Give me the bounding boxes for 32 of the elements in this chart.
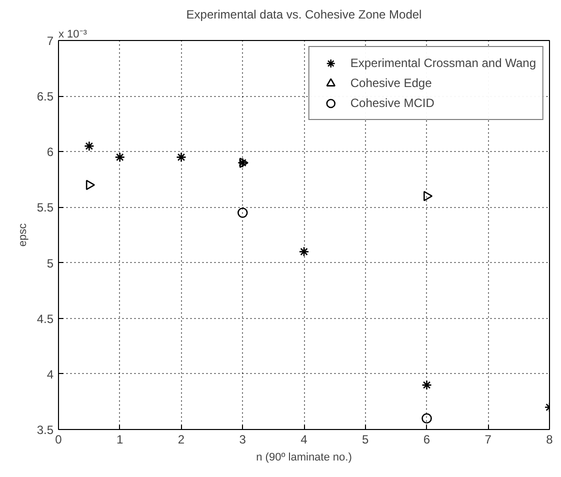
x-tick-label: 4 bbox=[300, 432, 308, 446]
x-tick-label: 7 bbox=[484, 432, 492, 446]
y-tick-label: 4 bbox=[46, 367, 54, 382]
x-tick-label: 0 bbox=[55, 432, 62, 446]
text: x 10⁻³ bbox=[58, 28, 88, 40]
y-tick-label: 6 bbox=[46, 145, 54, 160]
y-tick-label: 6.5 bbox=[36, 90, 54, 104]
legend-label: Cohesive MCID bbox=[350, 96, 434, 110]
point bbox=[114, 152, 126, 162]
point bbox=[86, 180, 96, 190]
x-tick-label: 6 bbox=[423, 432, 430, 446]
x-axis-title: n (90º laminate no.) bbox=[256, 452, 352, 464]
y-tick-label: 3.5 bbox=[36, 423, 54, 437]
x-tick-label: 3 bbox=[239, 432, 246, 446]
x-tick-label: 2 bbox=[178, 432, 185, 446]
y-tick-label: 5.5 bbox=[36, 200, 54, 215]
y-axis-title: epsc bbox=[16, 222, 29, 247]
point bbox=[176, 152, 186, 162]
x-tick-label: 8 bbox=[546, 432, 554, 446]
point bbox=[84, 140, 94, 152]
legend-label: Cohesive Edge bbox=[350, 76, 432, 90]
y-tick-label: 5 bbox=[46, 256, 54, 270]
x-tick-label: 5 bbox=[362, 432, 370, 446]
point bbox=[422, 413, 432, 424]
point bbox=[237, 208, 248, 218]
legend-label: Experimental Crossman and Wang bbox=[350, 56, 536, 70]
y-tick-label: 4.5 bbox=[36, 312, 54, 326]
y-tick-label: 7 bbox=[46, 34, 54, 48]
x-tick-label: 1 bbox=[116, 432, 124, 446]
chart-title: Experimental data vs. Cohesive Zone Model bbox=[186, 8, 422, 22]
point bbox=[298, 246, 310, 257]
point bbox=[422, 380, 432, 390]
